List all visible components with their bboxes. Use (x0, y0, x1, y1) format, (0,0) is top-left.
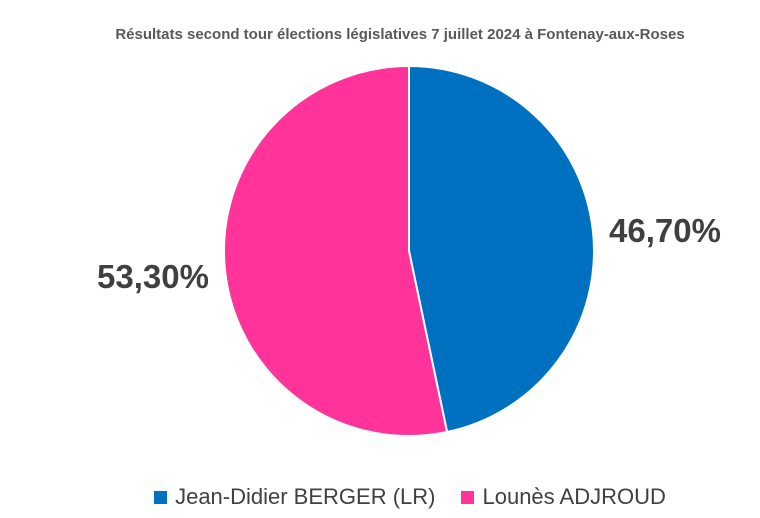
pie-slice-adjroud[interactable] (223, 64, 449, 437)
legend-item-adjroud[interactable]: Lounès ADJROUD (461, 484, 666, 510)
data-label-adjroud: 53,30% (97, 258, 209, 295)
chart-title: Résultats second tour élections législat… (115, 26, 685, 43)
legend-swatch-adjroud (461, 490, 475, 504)
pie-slice-berger[interactable] (408, 64, 595, 434)
legend-item-berger[interactable]: Jean-Didier BERGER (LR) (154, 484, 435, 510)
data-label-berger: 46,70% (609, 212, 721, 249)
pie-data-labels: 46,70% 53,30% (97, 212, 721, 295)
legend-swatch-berger (154, 490, 168, 504)
legend: Jean-Didier BERGER (LR) Lounès ADJROUD (0, 484, 760, 510)
legend-label-berger: Jean-Didier BERGER (LR) (175, 484, 436, 509)
legend-label-adjroud: Lounès ADJROUD (482, 484, 666, 509)
pie-slices (223, 64, 595, 437)
